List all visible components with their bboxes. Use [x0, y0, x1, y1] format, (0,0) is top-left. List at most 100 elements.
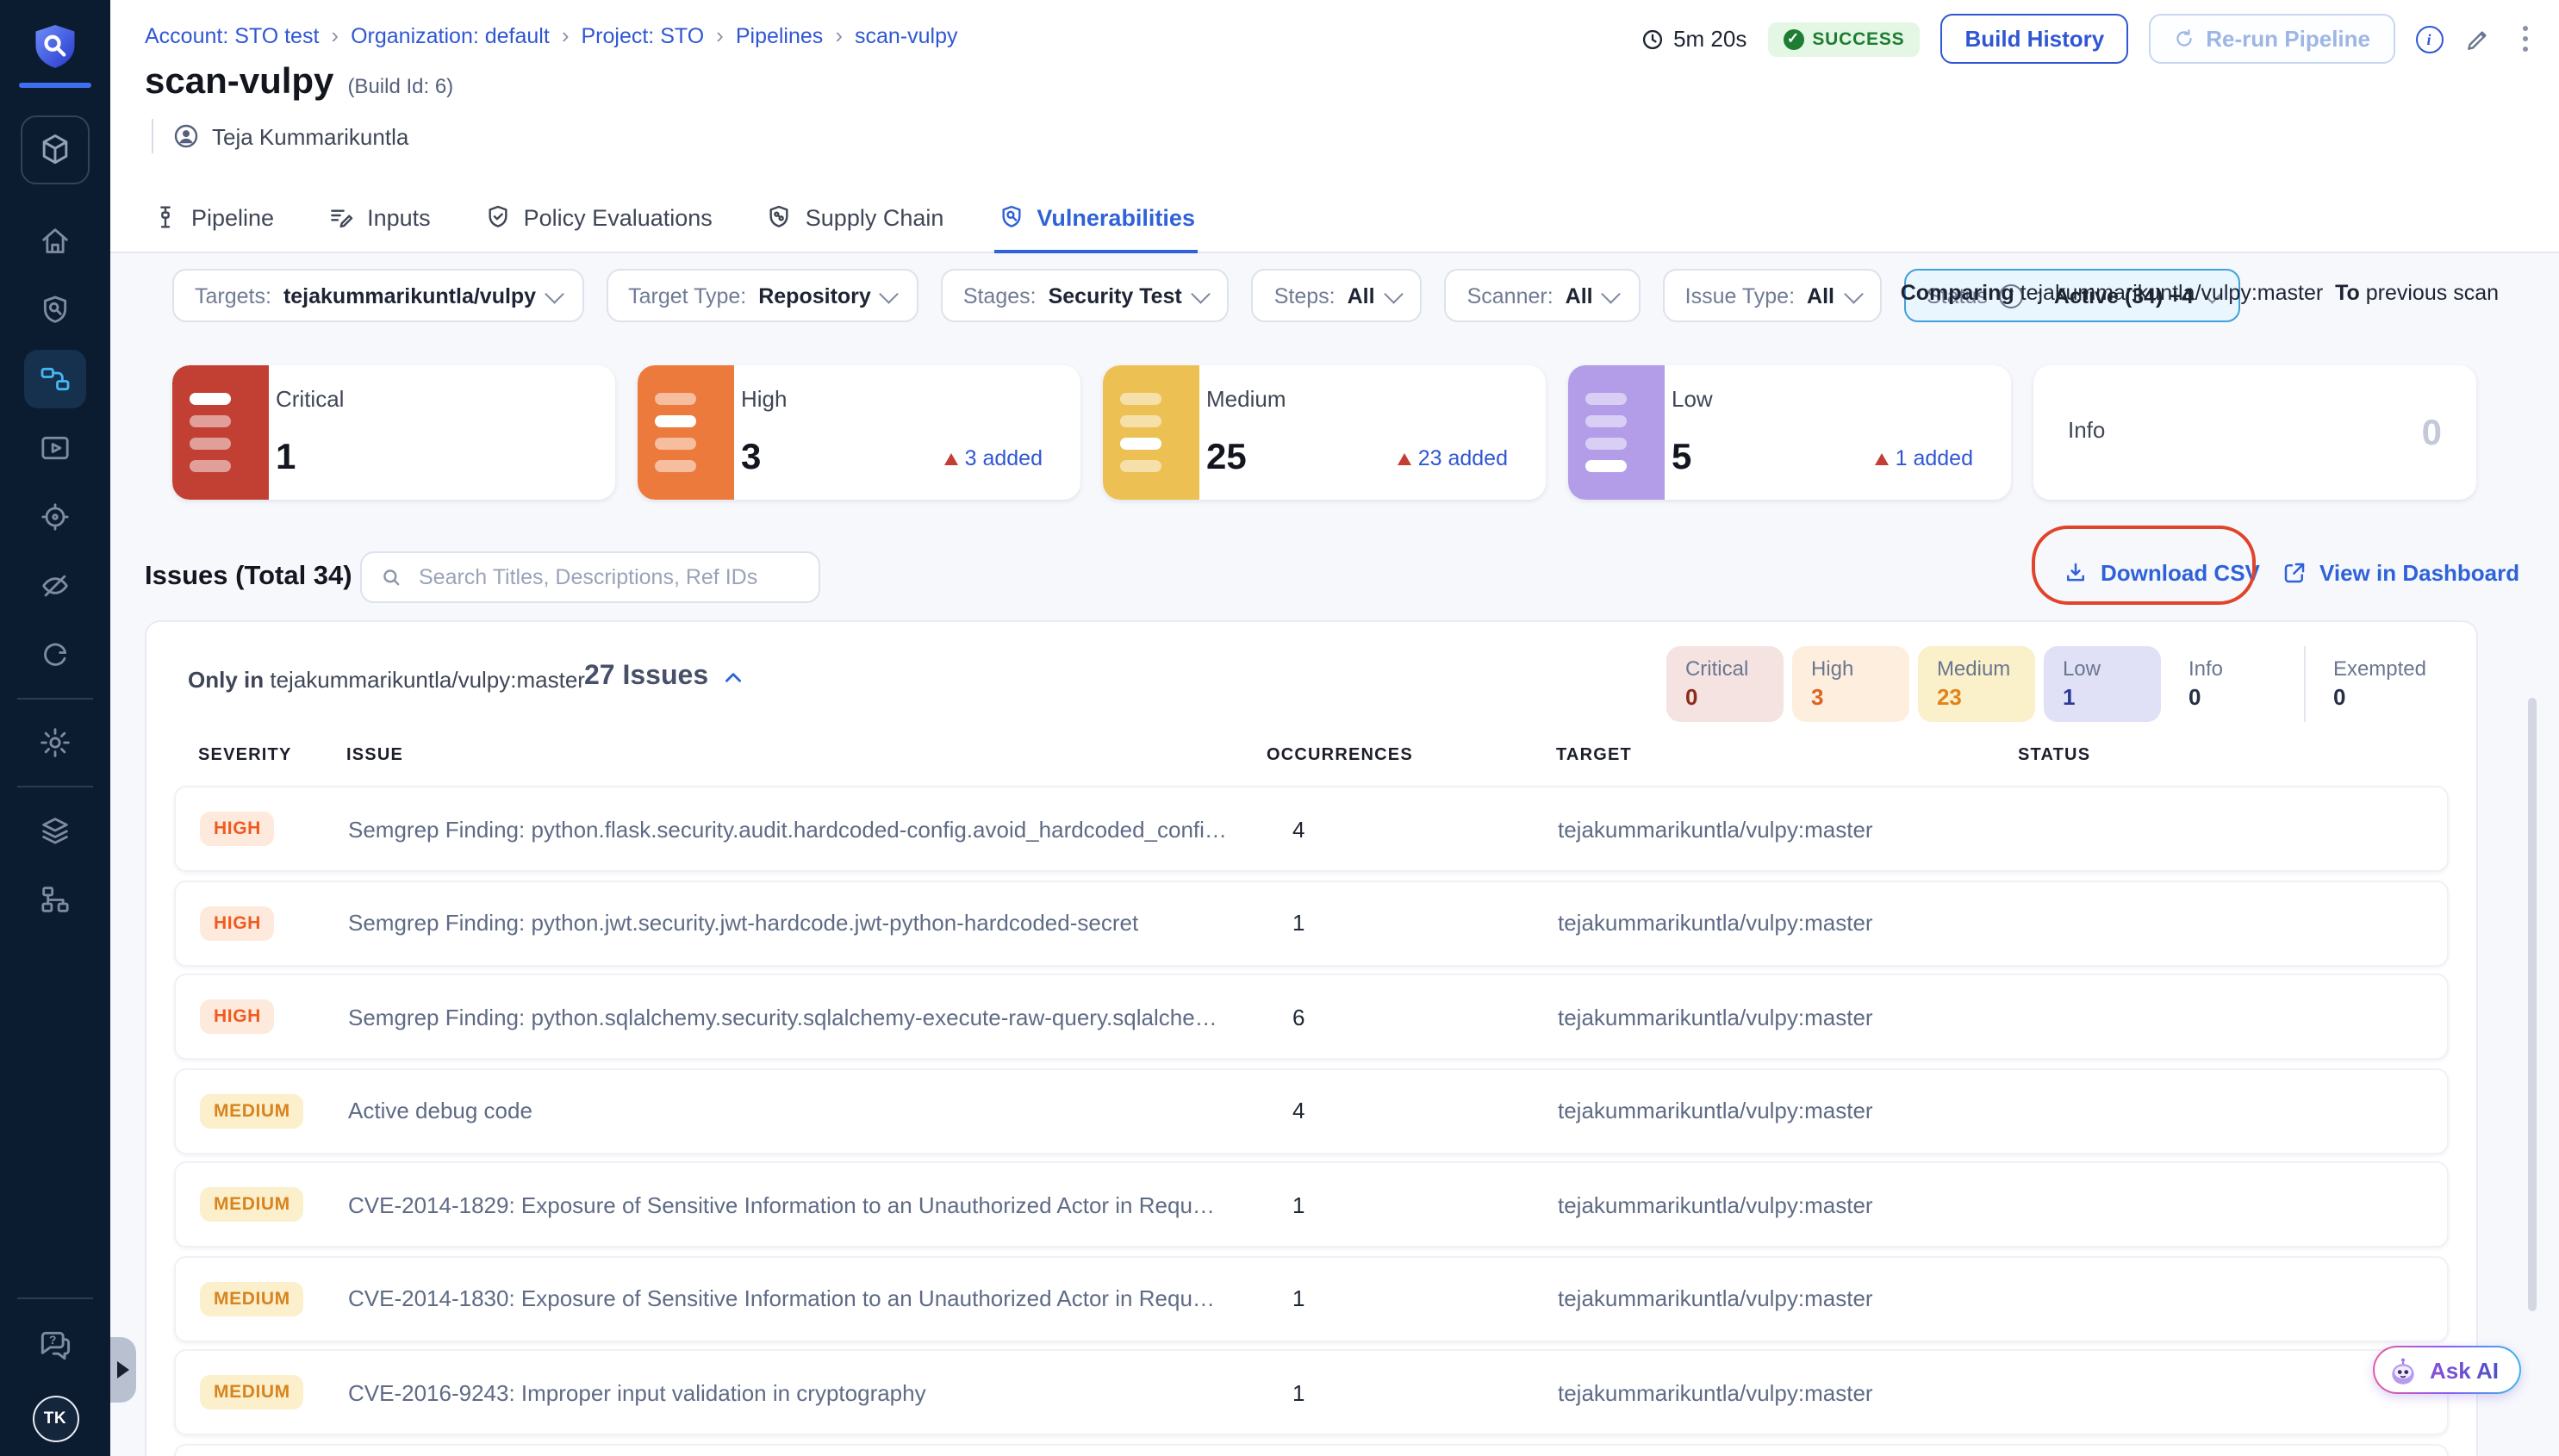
filter-dropdown-targettype[interactable]: Target Type:Repository: [606, 269, 918, 322]
sidebar-expand-handle[interactable]: [110, 1337, 136, 1403]
severity-badge: MEDIUM: [200, 1375, 304, 1409]
severity-badge: MEDIUM: [200, 1187, 304, 1222]
test-targets-hidden-icon[interactable]: [24, 557, 86, 615]
executions-icon[interactable]: [24, 419, 86, 477]
table-row[interactable]: HIGHSemgrep Finding: python.sqlalchemy.s…: [174, 974, 2449, 1060]
table-scrollbar-thumb[interactable]: [2528, 698, 2537, 1311]
issues-search[interactable]: [360, 551, 820, 603]
chevron-down-icon: [1603, 284, 1621, 302]
overview-shield-icon[interactable]: [24, 281, 86, 339]
severity-badge: MEDIUM: [200, 1093, 304, 1128]
severity-card-count: 1: [276, 438, 296, 479]
search-input[interactable]: [415, 563, 801, 591]
settings-gear-icon[interactable]: [24, 713, 86, 772]
user-avatar[interactable]: TK: [32, 1396, 78, 1442]
severity-cell: HIGH: [200, 812, 348, 846]
table-row[interactable]: HIGHSemgrep Finding: python.jwt.security…: [174, 880, 2449, 966]
table-row[interactable]: MEDIUMCVE-2016-9243: Improper input vali…: [174, 1349, 2449, 1435]
target-name: tejakummarikuntla/vulpy:master: [1558, 1285, 2020, 1311]
download-csv-button[interactable]: Download CSV: [2063, 560, 2260, 586]
more-options-kebab-icon[interactable]: [2512, 22, 2538, 56]
chip-label: High: [1811, 656, 1890, 681]
view-in-dashboard-button[interactable]: View in Dashboard: [2282, 560, 2519, 586]
severity-card-label: Info: [2068, 417, 2105, 443]
severity-cell: MEDIUM: [200, 1187, 348, 1222]
header-actions: 5m 20s ✓ SUCCESS Build History Re-run Pi…: [1641, 14, 2538, 64]
pipelines-icon[interactable]: [24, 350, 86, 408]
issues-table-body: HIGHSemgrep Finding: python.flask.securi…: [174, 786, 2449, 1456]
chevron-down-icon: [545, 284, 563, 302]
filter-label: Steps:: [1274, 283, 1336, 308]
filter-dropdown-scanner[interactable]: Scanner:All: [1445, 269, 1641, 322]
column-header-target: TARGET: [1556, 746, 2018, 765]
severity-chip-medium: Medium23: [1918, 646, 2035, 722]
edit-pencil-icon[interactable]: [2463, 25, 2491, 53]
breadcrumb-link[interactable]: Project: STO: [582, 23, 705, 47]
occurrences-count: 6: [1268, 1004, 1558, 1030]
severity-chip-exempted: Exempted0: [2304, 646, 2445, 722]
new-issues-added-link[interactable]: 1 added: [1875, 446, 1973, 470]
issue-group-toggle[interactable]: 27 Issues: [584, 662, 744, 693]
breadcrumb-link[interactable]: Account: STO test: [145, 23, 319, 47]
filter-dropdown-issuetype[interactable]: Issue Type:All: [1663, 269, 1882, 322]
severity-card-label: High: [741, 386, 788, 412]
inputs-icon: [327, 203, 355, 231]
breadcrumb-separator: ›: [562, 22, 570, 48]
default-settings-layers-icon[interactable]: [24, 801, 86, 860]
occurrences-count: 4: [1268, 816, 1558, 842]
targets-icon[interactable]: [24, 488, 86, 546]
chip-value: 0: [1685, 684, 1765, 710]
table-row[interactable]: MEDIUMCVE-2014-1830: Exposure of Sensiti…: [174, 1255, 2449, 1341]
triangle-up-icon: [944, 452, 958, 464]
table-row[interactable]: MEDIUMCVE-2014-1829: Exposure of Sensiti…: [174, 1161, 2449, 1248]
breadcrumb-link[interactable]: Pipelines: [736, 23, 823, 47]
table-row[interactable]: HIGHSemgrep Finding: python.flask.securi…: [174, 786, 2449, 872]
module-selector-cube-icon[interactable]: [21, 115, 90, 184]
severity-bar-chart-icon: [1103, 365, 1199, 500]
tab-policy-evaluations[interactable]: Policy Evaluations: [481, 203, 716, 253]
chip-label: Info: [2189, 656, 2268, 681]
status-badge: ✓ SUCCESS: [1767, 22, 1920, 56]
filter-dropdown-stages[interactable]: Stages:Security Test: [941, 269, 1230, 322]
tab-pipeline[interactable]: Pipeline: [148, 203, 277, 253]
tab-supply-chain[interactable]: Supply Chain: [763, 203, 948, 253]
info-icon[interactable]: i: [2415, 25, 2443, 53]
tab-vulnerabilities[interactable]: Vulnerabilities: [993, 203, 1199, 253]
chip-value: 0: [2333, 684, 2426, 710]
home-icon[interactable]: [24, 212, 86, 271]
issue-title: Semgrep Finding: python.flask.security.a…: [348, 816, 1268, 842]
breadcrumb-link[interactable]: scan-vulpy: [855, 23, 958, 47]
table-row[interactable]: MEDIUMActive debug code4tejakummarikuntl…: [174, 1067, 2449, 1154]
severity-cell: MEDIUM: [200, 1093, 348, 1128]
new-issues-added-link[interactable]: 3 added: [944, 446, 1043, 470]
clock-icon: [1641, 27, 1665, 51]
tab-inputs[interactable]: Inputs: [324, 203, 434, 253]
harness-sto-logo-icon[interactable]: [29, 21, 81, 72]
org-settings-icon[interactable]: [24, 870, 86, 929]
table-row[interactable]: MEDIUMCVE-2017-11424: PyJWT...1tejakumma…: [174, 1443, 2449, 1456]
column-header-issue: ISSUE: [346, 746, 1267, 765]
tab-bar: Pipeline Inputs Policy Evaluations Supply C…: [148, 203, 1199, 253]
breadcrumb: Account: STO test›Organization: default›…: [145, 22, 958, 48]
severity-badge: HIGH: [200, 905, 275, 940]
filter-label: Issue Type:: [1685, 283, 1795, 308]
ai-robot-icon: [2387, 1353, 2419, 1386]
target-name: tejakummarikuntla/vulpy:master: [1558, 1098, 2020, 1123]
search-icon: [379, 565, 403, 589]
new-issues-added-link[interactable]: 23 added: [1398, 446, 1508, 470]
rerun-pipeline-button[interactable]: Re-run Pipeline: [2149, 14, 2394, 64]
severity-card-low: Low51 added: [1568, 365, 2011, 500]
severity-bar-chart-icon: [638, 365, 734, 500]
build-history-button[interactable]: Build History: [1940, 14, 2128, 64]
filter-dropdown-steps[interactable]: Steps:All: [1252, 269, 1423, 322]
breadcrumb-link[interactable]: Organization: default: [351, 23, 550, 47]
filter-dropdown-targets[interactable]: Targets:tejakummarikuntla/vulpy: [172, 269, 583, 322]
getting-started-icon[interactable]: [24, 625, 86, 684]
download-icon: [2063, 560, 2089, 586]
help-chat-icon[interactable]: ?: [24, 1316, 86, 1375]
occurrences-count: 1: [1268, 1379, 1558, 1405]
severity-chip-info: Info0: [2170, 646, 2287, 722]
triangle-up-icon: [1875, 452, 1889, 464]
filter-value: tejakummarikuntla/vulpy: [283, 283, 536, 308]
ask-ai-button[interactable]: Ask AI: [2373, 1346, 2521, 1394]
